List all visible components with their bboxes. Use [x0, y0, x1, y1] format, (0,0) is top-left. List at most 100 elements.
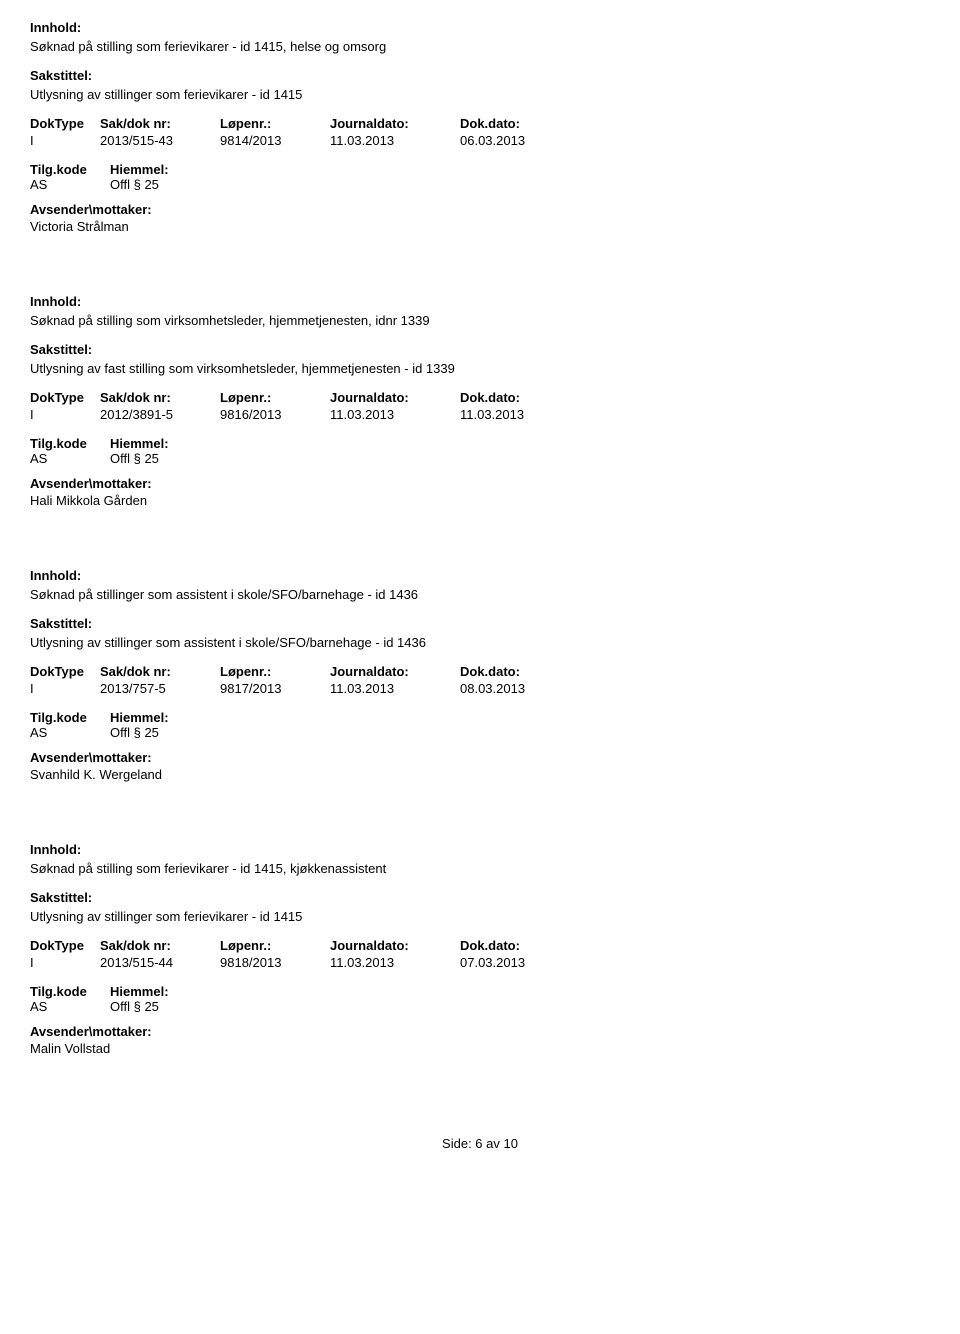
doktype-header: DokType	[30, 664, 100, 679]
journaldato-value: 11.03.2013	[330, 133, 460, 148]
record: Innhold: Søknad på stilling som ferievik…	[30, 20, 930, 234]
dokdato-value: 06.03.2013	[460, 133, 570, 148]
page-footer: Side: 6 av 10	[30, 1136, 930, 1151]
lopenr-header: Løpenr.:	[220, 390, 330, 405]
avsender-label: Avsender\mottaker:	[30, 202, 930, 217]
sakstittel-label: Sakstittel:	[30, 890, 930, 905]
record: Innhold: Søknad på stillinger som assist…	[30, 568, 930, 782]
tilgkode-header: Tilg.kode	[30, 710, 110, 725]
doktype-value: I	[30, 133, 100, 148]
journaldato-header: Journaldato:	[330, 938, 460, 953]
hjemmel-value: Offl § 25	[110, 999, 930, 1014]
journaldato-value: 11.03.2013	[330, 955, 460, 970]
row-data: I 2013/515-43 9814/2013 11.03.2013 06.03…	[30, 133, 930, 148]
hjemmel-header: Hiemmel:	[110, 436, 930, 451]
dokdato-value: 07.03.2013	[460, 955, 570, 970]
avsender-label: Avsender\mottaker:	[30, 476, 930, 491]
access-data: AS Offl § 25	[30, 999, 930, 1014]
innhold-label: Innhold:	[30, 842, 930, 857]
row-data: I 2013/757-5 9817/2013 11.03.2013 08.03.…	[30, 681, 930, 696]
dokdato-header: Dok.dato:	[460, 390, 570, 405]
avsender-label: Avsender\mottaker:	[30, 750, 930, 765]
dokdato-value: 08.03.2013	[460, 681, 570, 696]
saknr-value: 2013/515-44	[100, 955, 220, 970]
avsender-name: Svanhild K. Wergeland	[30, 767, 930, 782]
access-data: AS Offl § 25	[30, 451, 930, 466]
sakstittel-label: Sakstittel:	[30, 342, 930, 357]
access-header: Tilg.kode Hiemmel:	[30, 984, 930, 999]
hjemmel-header: Hiemmel:	[110, 984, 930, 999]
doktype-value: I	[30, 681, 100, 696]
lopenr-header: Løpenr.:	[220, 116, 330, 131]
footer-text: Side: 6 av 10	[442, 1136, 518, 1151]
sakstittel-text: Utlysning av stillinger som assistent i …	[30, 635, 930, 650]
doktype-header: DokType	[30, 116, 100, 131]
tilgkode-value: AS	[30, 999, 110, 1014]
journaldato-value: 11.03.2013	[330, 681, 460, 696]
journaldato-header: Journaldato:	[330, 664, 460, 679]
lopenr-value: 9818/2013	[220, 955, 330, 970]
sakstittel-label: Sakstittel:	[30, 616, 930, 631]
saknr-header: Sak/dok nr:	[100, 938, 220, 953]
row-header: DokType Sak/dok nr: Løpenr.: Journaldato…	[30, 116, 930, 131]
doktype-value: I	[30, 407, 100, 422]
sakstittel-text: Utlysning av stillinger som ferievikarer…	[30, 909, 930, 924]
lopenr-value: 9817/2013	[220, 681, 330, 696]
tilgkode-header: Tilg.kode	[30, 436, 110, 451]
avsender-name: Victoria Strålman	[30, 219, 930, 234]
access-data: AS Offl § 25	[30, 177, 930, 192]
saknr-value: 2013/757-5	[100, 681, 220, 696]
tilgkode-value: AS	[30, 451, 110, 466]
avsender-label: Avsender\mottaker:	[30, 1024, 930, 1039]
row-data: I 2012/3891-5 9816/2013 11.03.2013 11.03…	[30, 407, 930, 422]
innhold-label: Innhold:	[30, 568, 930, 583]
sakstittel-text: Utlysning av stillinger som ferievikarer…	[30, 87, 930, 102]
innhold-label: Innhold:	[30, 20, 930, 35]
avsender-name: Malin Vollstad	[30, 1041, 930, 1056]
record: Innhold: Søknad på stilling som virksomh…	[30, 294, 930, 508]
hjemmel-header: Hiemmel:	[110, 162, 930, 177]
access-data: AS Offl § 25	[30, 725, 930, 740]
access-header: Tilg.kode Hiemmel:	[30, 162, 930, 177]
innhold-text: Søknad på stillinger som assistent i sko…	[30, 587, 930, 602]
saknr-header: Sak/dok nr:	[100, 116, 220, 131]
hjemmel-value: Offl § 25	[110, 177, 930, 192]
sakstittel-text: Utlysning av fast stilling som virksomhe…	[30, 361, 930, 376]
sakstittel-label: Sakstittel:	[30, 68, 930, 83]
lopenr-header: Løpenr.:	[220, 664, 330, 679]
tilgkode-value: AS	[30, 177, 110, 192]
record: Innhold: Søknad på stilling som ferievik…	[30, 842, 930, 1056]
innhold-text: Søknad på stilling som ferievikarer - id…	[30, 861, 930, 876]
doktype-value: I	[30, 955, 100, 970]
lopenr-value: 9814/2013	[220, 133, 330, 148]
tilgkode-value: AS	[30, 725, 110, 740]
lopenr-header: Løpenr.:	[220, 938, 330, 953]
dokdato-value: 11.03.2013	[460, 407, 570, 422]
journaldato-value: 11.03.2013	[330, 407, 460, 422]
innhold-text: Søknad på stilling som ferievikarer - id…	[30, 39, 930, 54]
lopenr-value: 9816/2013	[220, 407, 330, 422]
saknr-value: 2012/3891-5	[100, 407, 220, 422]
hjemmel-header: Hiemmel:	[110, 710, 930, 725]
row-header: DokType Sak/dok nr: Løpenr.: Journaldato…	[30, 664, 930, 679]
journaldato-header: Journaldato:	[330, 390, 460, 405]
access-header: Tilg.kode Hiemmel:	[30, 710, 930, 725]
tilgkode-header: Tilg.kode	[30, 984, 110, 999]
dokdato-header: Dok.dato:	[460, 116, 570, 131]
doktype-header: DokType	[30, 390, 100, 405]
saknr-header: Sak/dok nr:	[100, 664, 220, 679]
journaldato-header: Journaldato:	[330, 116, 460, 131]
avsender-name: Hali Mikkola Gården	[30, 493, 930, 508]
tilgkode-header: Tilg.kode	[30, 162, 110, 177]
saknr-header: Sak/dok nr:	[100, 390, 220, 405]
doktype-header: DokType	[30, 938, 100, 953]
dokdato-header: Dok.dato:	[460, 938, 570, 953]
innhold-text: Søknad på stilling som virksomhetsleder,…	[30, 313, 930, 328]
hjemmel-value: Offl § 25	[110, 725, 930, 740]
hjemmel-value: Offl § 25	[110, 451, 930, 466]
row-header: DokType Sak/dok nr: Løpenr.: Journaldato…	[30, 390, 930, 405]
access-header: Tilg.kode Hiemmel:	[30, 436, 930, 451]
innhold-label: Innhold:	[30, 294, 930, 309]
saknr-value: 2013/515-43	[100, 133, 220, 148]
dokdato-header: Dok.dato:	[460, 664, 570, 679]
